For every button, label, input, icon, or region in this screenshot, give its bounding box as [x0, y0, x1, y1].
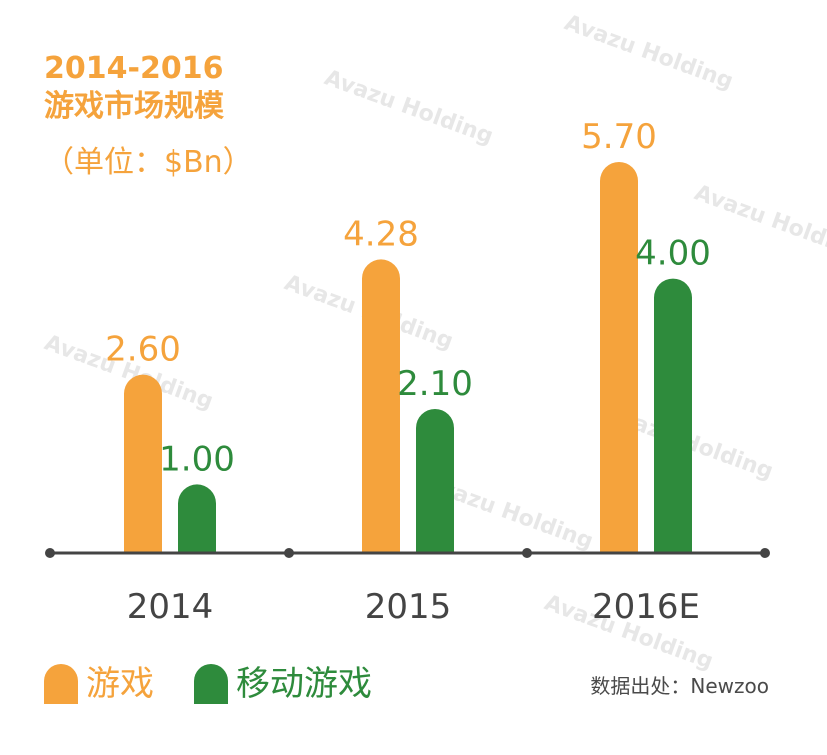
- x-tick-label-2015: 2015: [365, 587, 452, 627]
- x-tick-label-2016e: 2016E: [592, 587, 700, 627]
- bar-mobile-games-2016e: [654, 278, 692, 553]
- data-label-games-2015: 4.28: [343, 214, 419, 254]
- legend-item-mobile-games: 移动游戏: [194, 664, 372, 704]
- bar-games-2016e: [600, 161, 638, 554]
- legend-item-games: 游戏: [44, 664, 154, 704]
- bar-games-2014: [124, 374, 162, 553]
- bar-mobile-games-2014: [178, 484, 216, 553]
- x-tick-label-2014: 2014: [127, 587, 214, 627]
- bar-games-2015: [362, 259, 400, 553]
- legend-label-mobile-games: 移动游戏: [236, 664, 372, 704]
- bar-chart: 2.60 1.00 2014 4.28 2.10 2015 5.70 4.00 2016E: [45, 117, 770, 627]
- legend-swatch-games: [44, 664, 78, 704]
- legend-swatch-mobile-games: [194, 664, 228, 704]
- legend-label-games: 游戏: [86, 664, 154, 704]
- data-label-games-2016e: 5.70: [581, 117, 657, 157]
- bar-mobile-games-2015: [416, 408, 454, 553]
- data-source-note: 数据出处：Newzoo: [590, 674, 769, 698]
- data-label-mobile-games-2015: 2.10: [397, 364, 473, 404]
- x-axis-dot-0: [45, 548, 55, 558]
- chart-title-line1: 2014-2016: [44, 51, 224, 86]
- chart-title: 2014-2016 游戏市场规模: [44, 50, 224, 126]
- data-label-mobile-games-2014: 1.00: [159, 439, 235, 479]
- x-axis-dot-3: [760, 548, 770, 558]
- chart-subtitle: （单位：$Bn）: [44, 145, 253, 180]
- data-label-games-2014: 2.60: [105, 330, 181, 370]
- data-label-mobile-games-2016e: 4.00: [635, 234, 711, 274]
- chart-title-line2: 游戏市场规模: [44, 89, 224, 124]
- chart-legend: 游戏 移动游戏: [44, 664, 412, 704]
- x-axis-dot-2: [522, 548, 532, 558]
- x-axis-dot-1: [284, 548, 294, 558]
